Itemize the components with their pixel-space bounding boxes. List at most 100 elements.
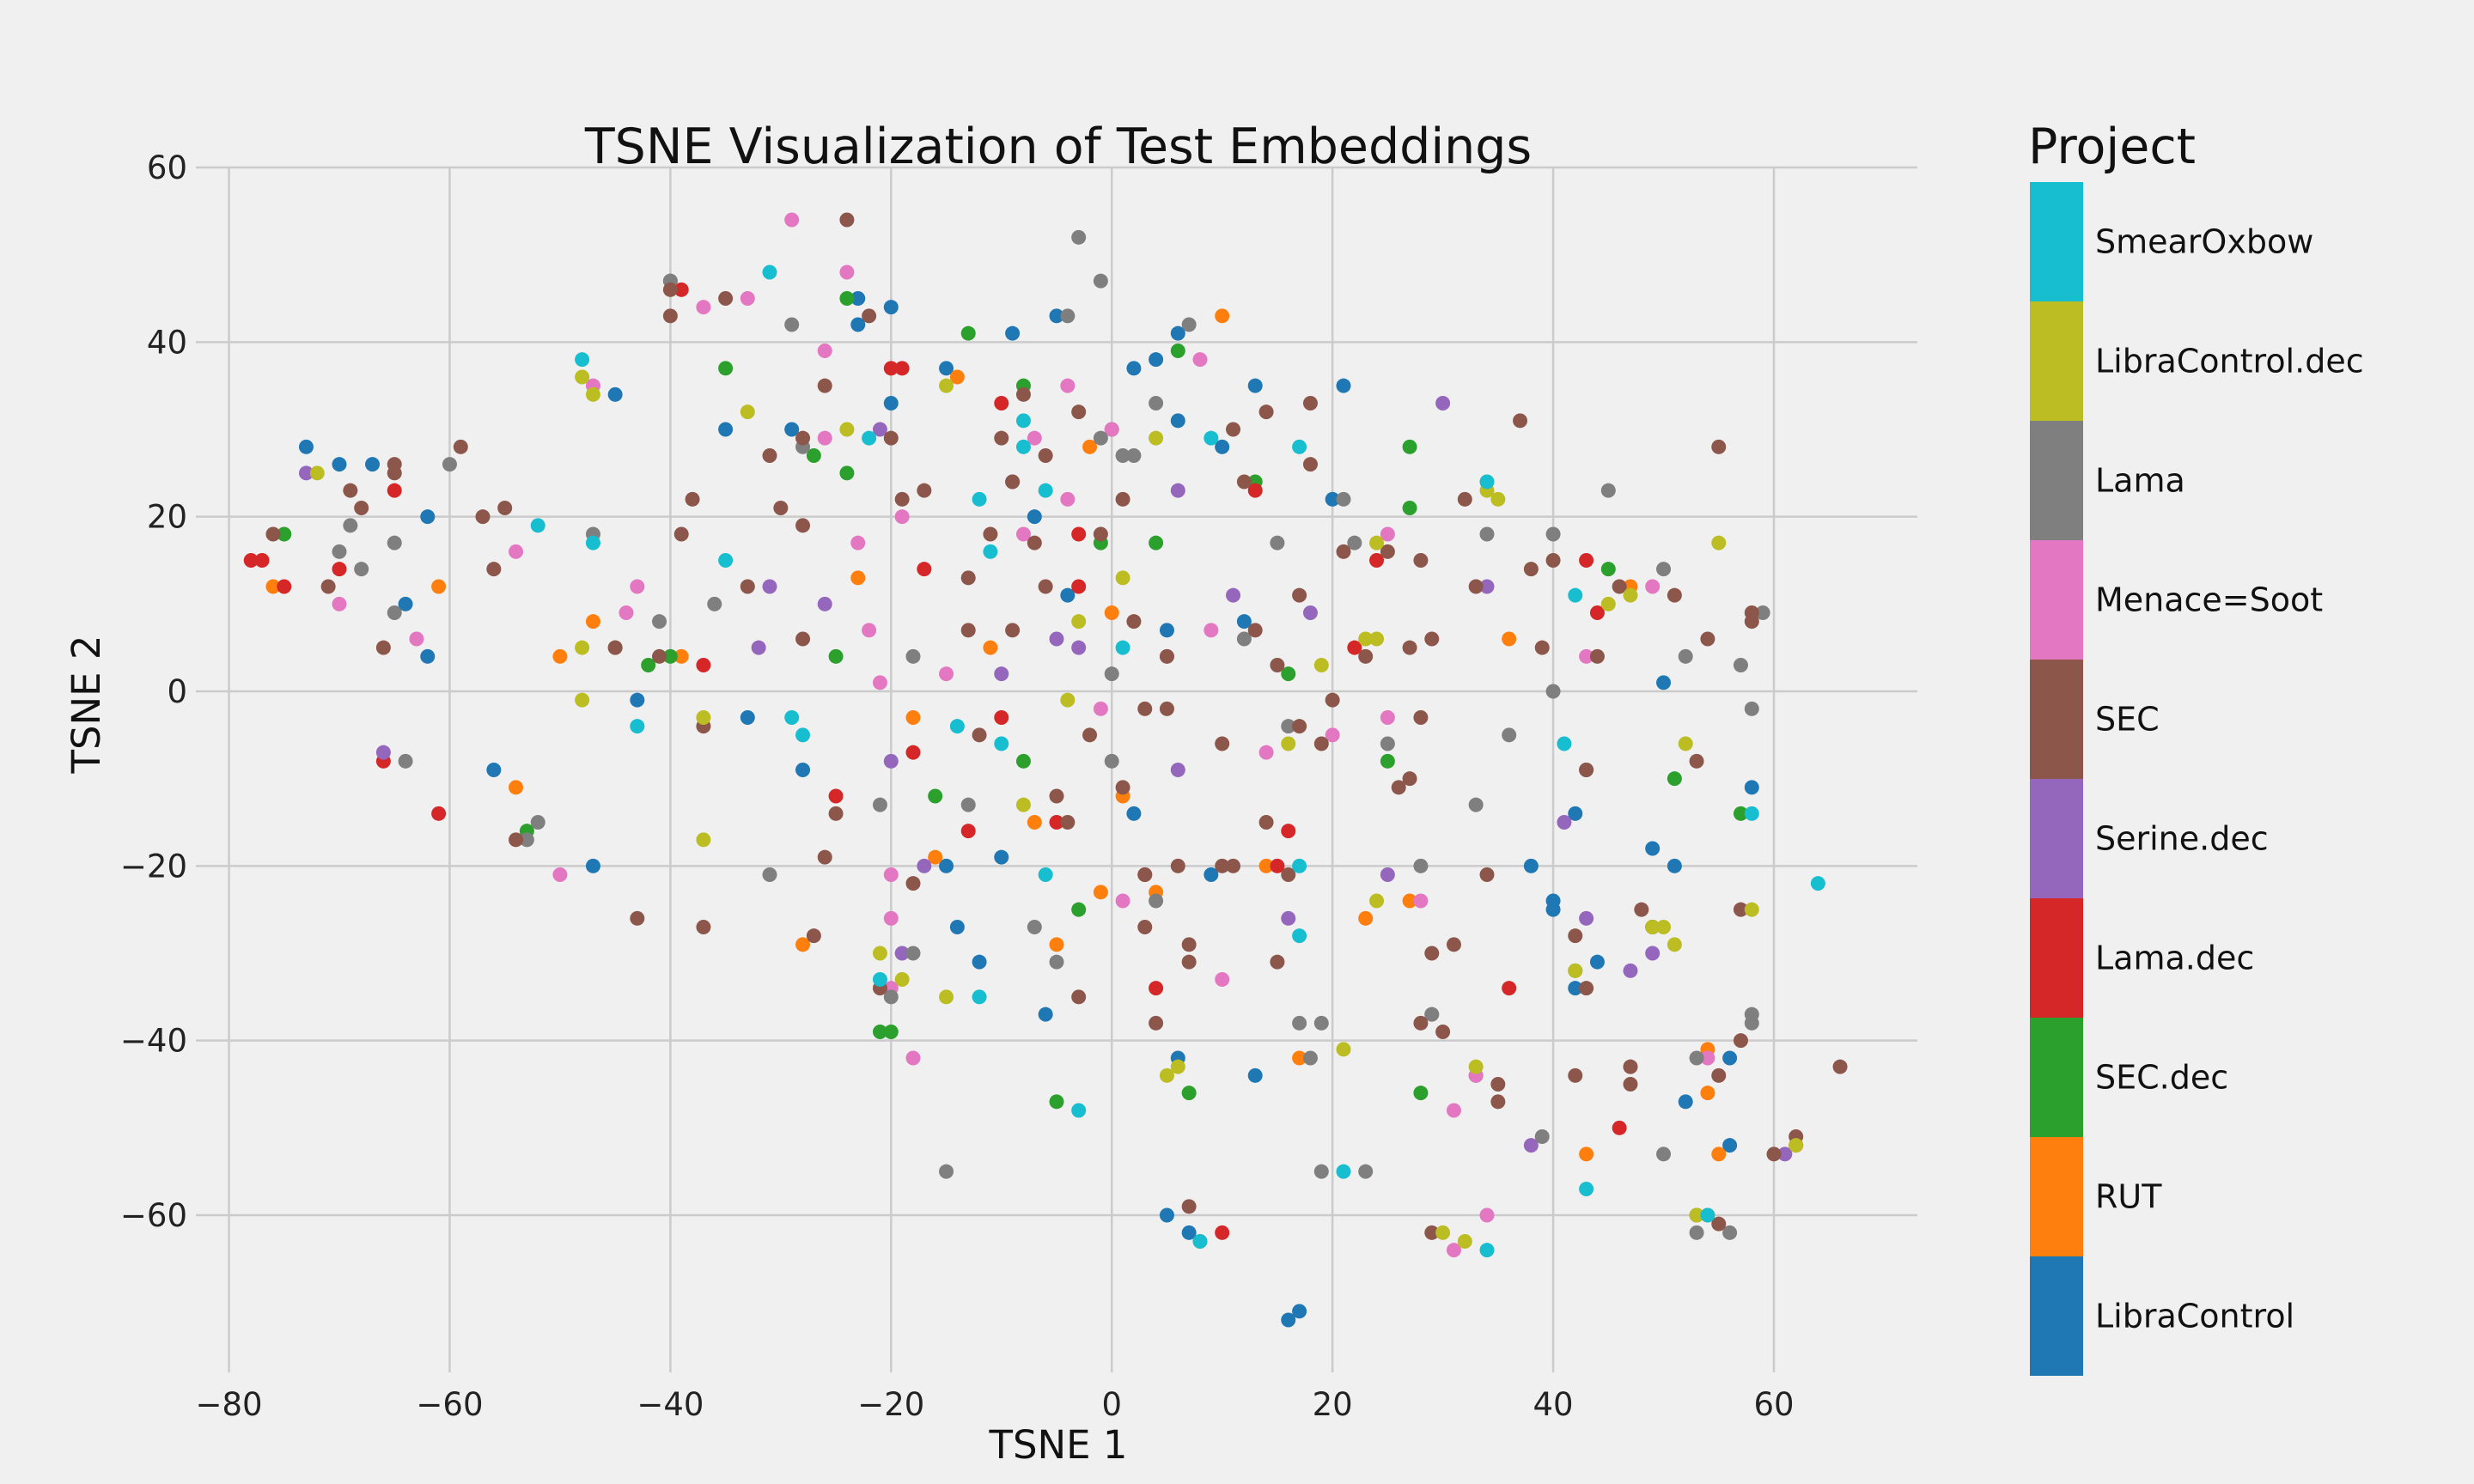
point-libracontrol-dec <box>1170 1059 1185 1074</box>
point-sec <box>1733 902 1748 917</box>
point-libracontrol <box>1181 1225 1197 1240</box>
point-libracontrol-dec <box>1149 430 1164 446</box>
point-lama-dec <box>1369 553 1385 568</box>
point-sec <box>1479 867 1495 882</box>
point-sec <box>497 501 513 515</box>
point-menace-soot <box>509 544 524 559</box>
point-sec <box>1667 587 1682 603</box>
point-lama <box>939 1164 954 1179</box>
point-serine-dec <box>1049 631 1064 647</box>
point-smearoxbow <box>983 544 998 559</box>
point-sec <box>1744 605 1759 620</box>
point-menace-soot <box>1215 972 1230 987</box>
point-sec-dec <box>662 648 678 664</box>
point-sec-dec <box>1667 771 1682 787</box>
point-smearoxbow <box>1292 858 1307 873</box>
point-sec <box>894 491 910 507</box>
point-sec <box>1513 413 1528 429</box>
point-menace-soot <box>1027 430 1042 446</box>
point-libracontrol <box>1005 325 1021 341</box>
point-libracontrol-dec <box>740 404 755 420</box>
point-libracontrol <box>1722 1050 1738 1066</box>
point-sec <box>375 640 391 655</box>
point-libracontrol-dec <box>1656 920 1672 934</box>
point-menace-soot <box>1060 491 1076 507</box>
x-tick-labels: −80 −60 −40 −20 0 20 40 60 <box>195 1386 1794 1423</box>
point-lama-dec <box>1281 824 1296 839</box>
y-tick-labels: 60 40 20 0 −20 −40 −60 <box>120 149 187 1234</box>
point-lama-dec <box>1589 605 1605 620</box>
point-libracontrol-dec <box>1369 535 1385 550</box>
point-serine-dec <box>1623 963 1638 978</box>
point-libracontrol-dec <box>575 640 590 655</box>
point-rut <box>1049 937 1064 952</box>
point-sec <box>762 448 777 463</box>
point-smearoxbow <box>1292 928 1307 944</box>
point-serine-dec <box>1170 483 1185 498</box>
point-lama-dec <box>1071 579 1087 594</box>
point-sec <box>1380 544 1395 559</box>
point-rut <box>983 640 998 655</box>
point-libracontrol <box>486 763 502 777</box>
point-sec <box>509 832 524 848</box>
x-tick-label: 40 <box>1533 1386 1574 1423</box>
point-sec <box>1523 562 1539 577</box>
point-lama <box>1126 448 1142 463</box>
point-rut <box>1104 605 1119 620</box>
point-sec-dec <box>806 448 821 463</box>
point-sec <box>1027 535 1042 550</box>
point-lama <box>1678 648 1693 664</box>
point-sec <box>817 849 832 865</box>
point-smearoxbow <box>1744 806 1759 821</box>
point-smearoxbow <box>1557 736 1572 751</box>
point-sec-dec <box>277 526 292 542</box>
point-smearoxbow <box>1071 1103 1087 1118</box>
point-sec <box>1038 579 1053 594</box>
point-lama <box>1733 658 1748 672</box>
point-libracontrol <box>1336 378 1351 393</box>
legend-label: Menace=Soot <box>2095 581 2323 619</box>
point-sec <box>1302 457 1318 472</box>
point-sec <box>1402 771 1417 787</box>
point-lama <box>1313 1164 1329 1179</box>
point-smearoxbow <box>795 727 811 743</box>
point-libracontrol <box>1038 1007 1053 1022</box>
point-smearoxbow <box>1292 439 1307 454</box>
point-libracontrol <box>332 457 347 472</box>
point-sec <box>806 928 821 944</box>
point-libracontrol <box>630 692 645 708</box>
point-serine-dec <box>1523 1138 1539 1153</box>
point-sec <box>1700 631 1715 647</box>
x-axis-label: TSNE 1 <box>988 1422 1127 1468</box>
point-smearoxbow <box>1579 1182 1594 1196</box>
point-lama-dec <box>905 745 921 760</box>
point-lama <box>1027 920 1042 934</box>
point-sec <box>607 640 623 655</box>
point-lama <box>354 562 369 577</box>
point-serine-dec <box>1071 640 1087 655</box>
point-smearoxbow <box>585 535 600 550</box>
point-serine-dec <box>751 640 766 655</box>
point-smearoxbow <box>530 518 545 533</box>
point-libracontrol-dec <box>1313 658 1329 672</box>
point-libracontrol <box>1678 1094 1693 1110</box>
point-lama-dec <box>1612 1120 1627 1135</box>
point-serine-dec <box>883 753 899 769</box>
point-lama <box>905 648 921 664</box>
point-lama <box>1413 858 1429 873</box>
point-sec <box>1589 648 1605 664</box>
point-sec <box>1071 989 1087 1005</box>
point-sec <box>1038 448 1053 463</box>
legend-label: SEC <box>2095 701 2160 739</box>
point-sec <box>1534 640 1550 655</box>
point-libracontrol <box>1568 806 1583 821</box>
point-sec <box>1170 858 1185 873</box>
point-sec <box>960 623 976 638</box>
point-smearoxbow <box>972 989 987 1005</box>
point-sec <box>1247 623 1263 638</box>
point-sec <box>1490 1077 1506 1092</box>
point-menace-soot <box>1479 1207 1495 1223</box>
legend-label: SEC.dec <box>2095 1059 2228 1097</box>
point-smearoxbow <box>575 352 590 368</box>
point-libracontrol-dec <box>696 710 711 725</box>
